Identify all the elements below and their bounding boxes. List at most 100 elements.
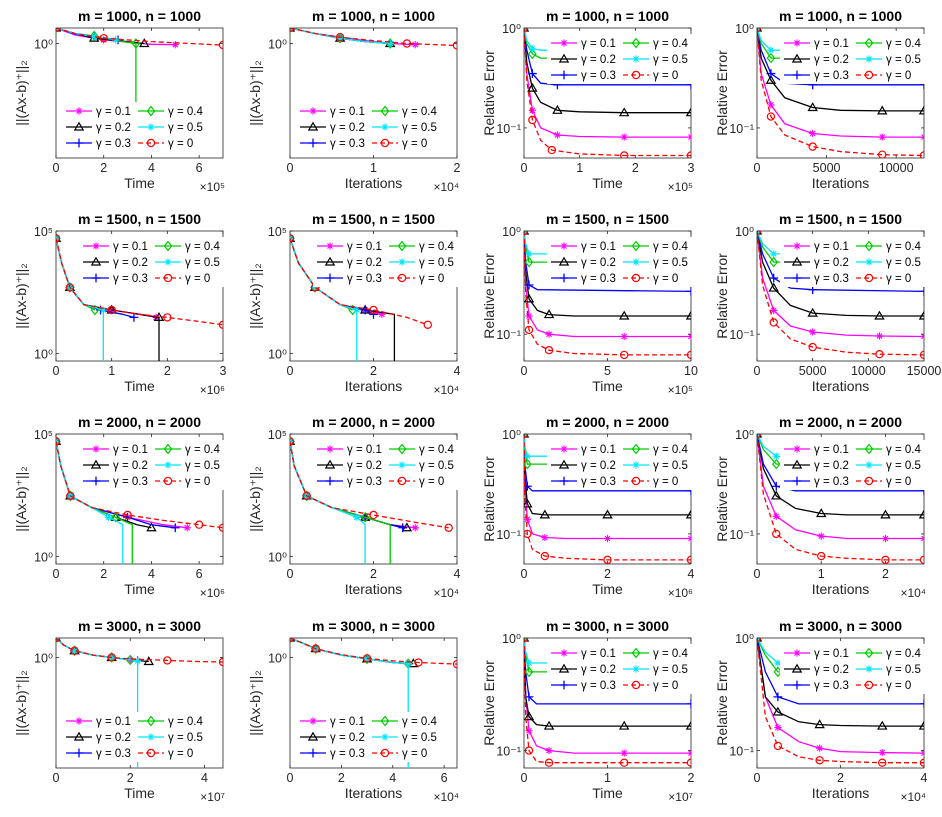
marker-plus: [527, 69, 537, 78]
y-tick-label: 10⁻¹: [496, 122, 521, 136]
marker-diamond: [631, 647, 641, 659]
marker-star: [309, 717, 317, 725]
legend-label: γ = 0.3: [814, 273, 849, 285]
marker-circle: [919, 151, 924, 158]
marker-triangle: [807, 102, 818, 112]
marker-triangle: [918, 310, 924, 320]
series-group: [56, 435, 223, 564]
legend: γ = 0.1 γ = 0.4 γ = 0.2 γ = 0.5 γ = 0.3 γ = 0: [313, 237, 461, 287]
marker-plus: [686, 486, 691, 496]
legend-label: γ = 0.4: [653, 38, 688, 50]
marker-circle: [65, 283, 75, 292]
marker-circle: [452, 41, 457, 50]
legend-label: γ = 0.4: [653, 444, 688, 456]
x-axis-label: Iterations: [345, 378, 403, 394]
marker-triangle: [685, 310, 691, 320]
legend-label: γ = 0.3: [96, 138, 131, 150]
x-tick-label: 0: [521, 567, 528, 581]
marker-plus: [559, 476, 569, 486]
marker-circle: [56, 234, 61, 243]
legend-label: γ = 0.1: [347, 444, 382, 456]
marker-circle: [815, 756, 824, 765]
series-group: [56, 28, 223, 151]
x-tick-label: 2: [882, 567, 889, 581]
x-tick-label: 10000: [879, 161, 914, 175]
marker-diamond: [864, 443, 874, 455]
x-tick-label: 2: [100, 161, 107, 175]
y-tick-label: 10⁻¹: [729, 745, 754, 759]
marker-triangle: [768, 282, 779, 292]
x-axis-label: Time: [592, 378, 623, 394]
y-axis-label: ||(Ax-b)⁺||₂: [13, 670, 29, 735]
marker-circle: [524, 638, 529, 643]
legend-label: γ = 0.1: [581, 444, 616, 456]
x-axis-label: Time: [124, 378, 155, 394]
marker-plus: [686, 699, 691, 709]
marker-circle: [620, 758, 629, 767]
marker-circle: [107, 305, 116, 315]
chart-r1c2: 0 5 10 10⁻¹ 10⁰ m = 1500, n = 1500 Time ×10⁵ Rel…: [481, 211, 698, 397]
marker-circle: [311, 644, 320, 653]
marker-triangle: [807, 307, 818, 317]
legend-label: γ = 0.5: [402, 732, 437, 744]
legend: γ = 0.1 γ = 0.4 γ = 0.2 γ = 0.5 γ = 0.3 γ = 0: [62, 712, 210, 762]
x-axis-label: Iterations: [812, 175, 870, 191]
marker-circle: [66, 491, 75, 501]
marker-plus: [919, 286, 924, 296]
x-tick-label: 0: [754, 771, 761, 785]
x-tick-label: 4: [921, 771, 928, 785]
marker-circle: [757, 231, 762, 236]
x-tick-label: 6: [441, 771, 448, 785]
marker-star: [183, 524, 191, 532]
series-line-6: [524, 434, 691, 561]
marker-triangle: [543, 720, 555, 730]
marker-star: [75, 717, 83, 725]
x-axis-label: Iterations: [812, 581, 870, 597]
x-tick-label: 6: [196, 567, 203, 581]
legend-label: γ = 0.3: [814, 476, 849, 488]
marker-circle: [808, 142, 817, 151]
marker-asterisk: [772, 452, 780, 460]
chart-r1c0: 0 1 2 3 10⁰ 10⁵ m = 1500, n = 1500 Time ×10⁶ ||(A…: [13, 211, 227, 397]
marker-triangle: [685, 107, 691, 117]
marker-star: [817, 532, 825, 540]
marker-star: [687, 133, 691, 141]
x-axis-label: Iterations: [812, 378, 870, 394]
marker-plus: [170, 523, 180, 533]
marker-circle: [878, 150, 887, 158]
chart-r3c1: 0 2 4 6 10⁰ m = 3000, n = 3000 Iterations ×10⁴ |…: [247, 618, 459, 804]
series-line-6: [757, 231, 924, 356]
chart-title: m = 2000, n = 2000: [546, 414, 669, 430]
marker-triangle: [73, 731, 85, 741]
marker-triangle: [874, 310, 885, 320]
marker-plus: [792, 273, 802, 283]
marker-plus: [369, 309, 378, 319]
series-group: [56, 638, 223, 768]
marker-diamond: [771, 458, 781, 470]
legend-label: γ = 0.2: [96, 732, 131, 744]
chart-title: m = 3000, n = 3000: [779, 618, 902, 634]
marker-diamond: [524, 256, 534, 268]
x-axis-label: Time: [124, 175, 155, 191]
marker-circle: [620, 350, 629, 360]
marker-circle: [769, 318, 778, 327]
marker-asterisk: [353, 513, 361, 521]
marker-circle: [878, 758, 887, 767]
marker-diamond: [131, 38, 141, 49]
legend: γ = 0.1 γ = 0.4 γ = 0.2 γ = 0.5 γ = 0.3 γ = 0: [62, 102, 210, 152]
y-tick-label: 10⁻¹: [496, 745, 521, 759]
marker-diamond: [527, 48, 537, 60]
x-axis-exponent: ×10⁷: [668, 790, 693, 804]
marker-star: [793, 39, 801, 47]
legend-label: γ = 0.1: [113, 241, 148, 253]
series-group: [290, 28, 457, 50]
marker-triangle: [73, 121, 85, 131]
legend: γ = 0.1 γ = 0.4 γ = 0.2 γ = 0.5 γ = 0.3 γ = 0: [547, 237, 695, 287]
y-axis-label: Relative Error: [481, 456, 497, 542]
marker-plus: [325, 476, 335, 486]
chart-r0c0: 0 2 4 6 10⁰ m = 1000, n = 1000 Time ×10⁵ ||(Ax-b…: [13, 8, 225, 194]
series-line-6: [56, 28, 223, 46]
marker-circle: [452, 659, 457, 669]
marker-triangle: [143, 656, 155, 666]
